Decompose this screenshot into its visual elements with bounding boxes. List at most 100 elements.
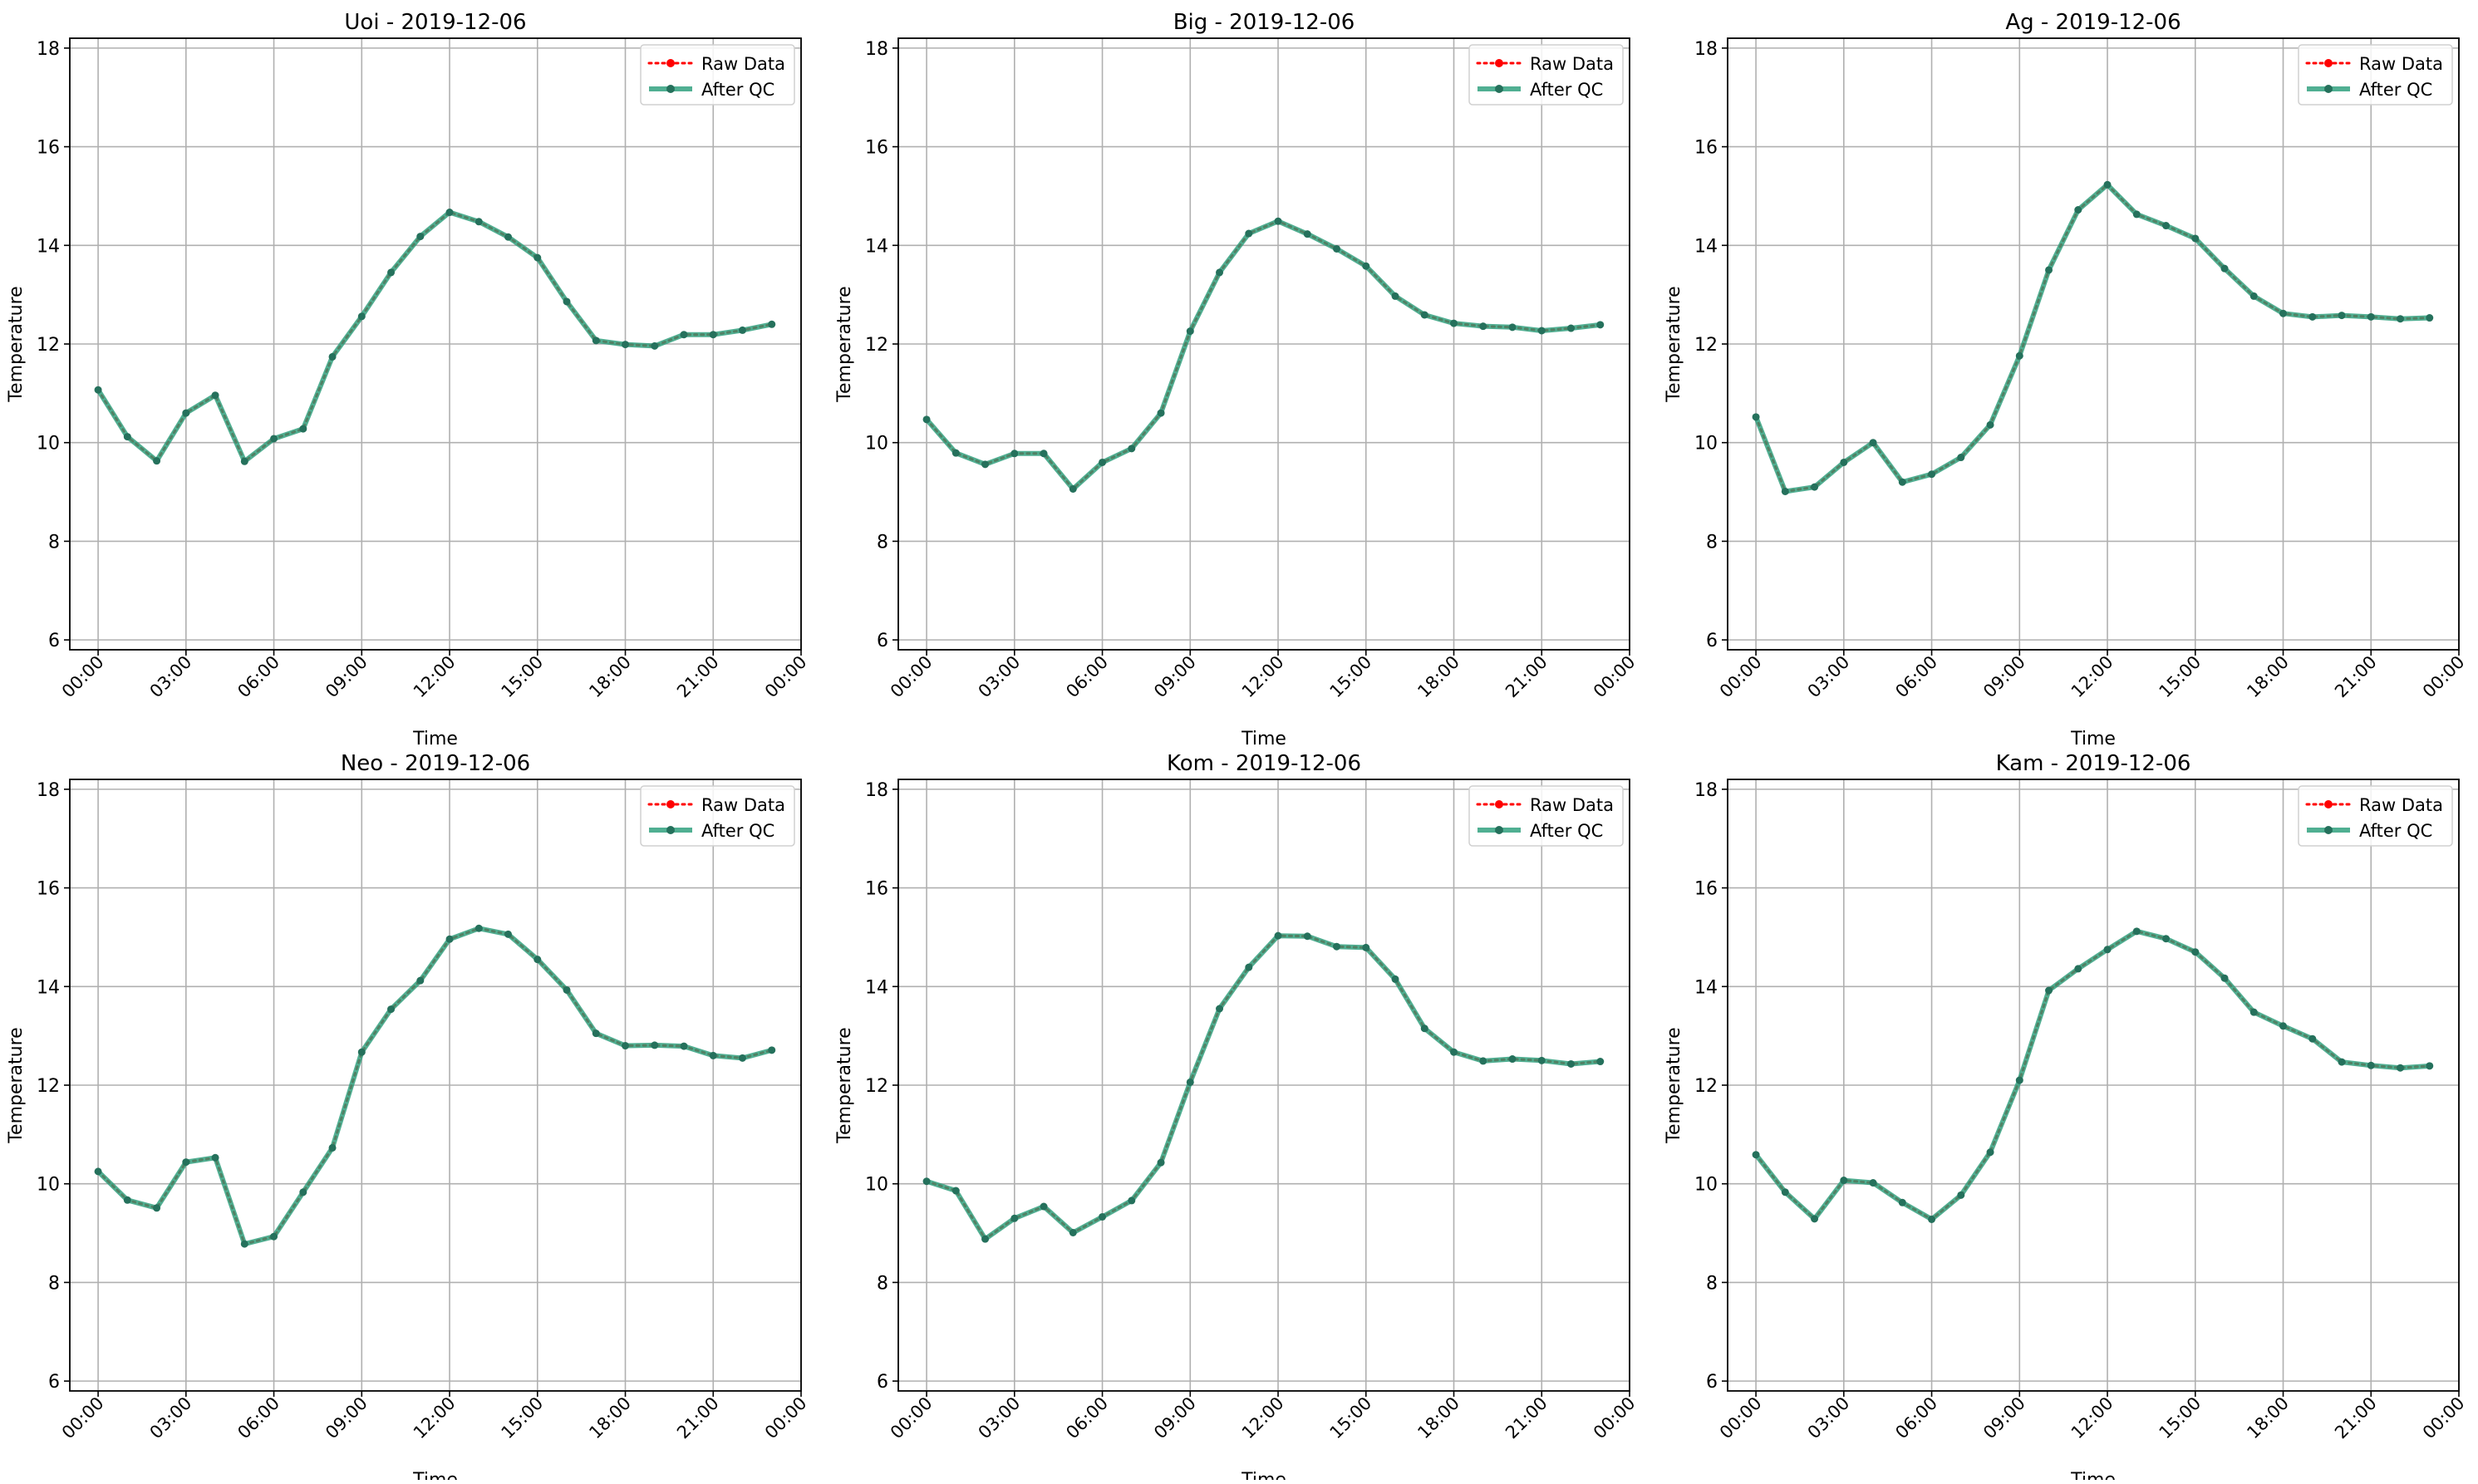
after-qc-point	[94, 1167, 102, 1176]
x-axis-label: Time	[1241, 1470, 1286, 1480]
after-qc-point	[1216, 268, 1224, 277]
after-qc-point	[1752, 413, 1760, 421]
legend-qc-label: After QC	[1530, 80, 1603, 100]
legend-qc-label: After QC	[2359, 821, 2432, 841]
chart-title: Ag - 2019-12-06	[2005, 10, 2181, 35]
after-qc-point	[240, 1240, 248, 1248]
after-qc-point	[1303, 230, 1311, 238]
after-qc-point	[1450, 319, 1458, 327]
x-tick-label: 21:00	[673, 1393, 723, 1443]
x-tick-label: 18:00	[2243, 652, 2293, 702]
after-qc-point	[1567, 324, 1576, 332]
after-qc-point	[2015, 1076, 2023, 1084]
after-qc-point	[2220, 264, 2229, 273]
chart-title: Neo - 2019-12-06	[341, 751, 530, 776]
after-qc-point	[739, 326, 747, 334]
y-tick-label: 10	[1694, 1175, 1718, 1196]
after-qc-point	[2162, 935, 2171, 943]
after-qc-point	[922, 415, 931, 424]
after-qc-point	[357, 1048, 366, 1056]
legend-raw-label: Raw Data	[1530, 54, 1614, 74]
y-axis-label: Temperature	[1664, 1027, 1684, 1143]
x-tick-label: 12:00	[2067, 652, 2117, 702]
x-tick-label: 09:00	[1979, 652, 2029, 702]
after-qc-point	[2074, 206, 2082, 214]
after-qc-point	[1781, 487, 1789, 495]
x-tick-label: 12:00	[1238, 1393, 1288, 1443]
y-tick-label: 10	[865, 1175, 888, 1196]
legend-qc-marker	[2324, 85, 2333, 93]
x-tick-label: 21:00	[1502, 652, 1551, 702]
x-tick-label: 00:00	[2419, 1393, 2469, 1443]
after-qc-point	[1128, 445, 1136, 453]
x-tick-label: 15:00	[498, 1393, 548, 1443]
y-tick-label: 14	[37, 236, 60, 257]
chart-title: Uoi - 2019-12-06	[344, 10, 526, 35]
after-qc-point	[387, 1005, 396, 1014]
after-qc-point	[1986, 1148, 1994, 1157]
y-tick-label: 14	[865, 977, 888, 998]
y-tick-label: 18	[37, 780, 60, 801]
y-axis-label: Temperature	[1664, 286, 1684, 402]
after-qc-point	[739, 1054, 747, 1062]
after-qc-point	[2308, 1034, 2317, 1043]
after-qc-point	[1811, 1215, 1819, 1223]
y-tick-label: 18	[37, 39, 60, 60]
x-tick-label: 09:00	[1979, 1393, 2029, 1443]
y-tick-label: 16	[1694, 138, 1718, 159]
after-qc-point	[2045, 266, 2053, 274]
after-qc-point	[1957, 1191, 1965, 1199]
after-qc-point	[328, 352, 337, 361]
y-tick-label: 8	[877, 1273, 888, 1294]
after-qc-point	[1157, 1158, 1165, 1167]
after-qc-point	[2015, 351, 2023, 360]
axes-frame	[1727, 779, 2460, 1392]
after-qc-point	[592, 1029, 600, 1038]
legend-qc-marker	[666, 85, 675, 93]
after-qc-point	[1537, 1056, 1546, 1064]
y-tick-label: 10	[1694, 434, 1718, 455]
x-tick-label: 21:00	[2331, 1393, 2381, 1443]
axes-frame	[1727, 37, 2460, 651]
after-qc-point	[1010, 450, 1019, 458]
legend-qc-label: After QC	[701, 80, 774, 100]
after-qc-point	[2220, 974, 2229, 982]
after-qc-point	[2338, 312, 2346, 320]
y-tick-label: 14	[865, 236, 888, 257]
after-qc-point	[1186, 1078, 1194, 1086]
after-qc-point	[563, 297, 571, 306]
after-qc-point	[2162, 222, 2171, 230]
y-tick-label: 8	[877, 532, 888, 553]
x-tick-label: 18:00	[2243, 1393, 2293, 1443]
after-qc-line	[96, 926, 773, 1247]
after-qc-point	[709, 1051, 717, 1059]
after-qc-point	[2103, 180, 2112, 189]
y-tick-label: 8	[48, 532, 60, 553]
after-qc-point	[622, 1042, 630, 1050]
legend-qc-label: After QC	[701, 821, 774, 841]
x-tick-label: 03:00	[975, 652, 1025, 702]
after-qc-point	[709, 331, 717, 339]
after-qc-point	[357, 312, 366, 321]
after-qc-point	[240, 457, 248, 465]
after-qc-point	[1840, 458, 1848, 466]
x-tick-label: 12:00	[1238, 652, 1288, 702]
y-tick-label: 12	[1694, 1076, 1718, 1097]
legend-raw-marker	[666, 59, 675, 67]
after-qc-point	[1898, 1198, 1906, 1206]
after-qc-point	[2397, 1064, 2405, 1072]
after-qc-point	[1508, 323, 1517, 332]
after-qc-point	[182, 409, 190, 417]
after-qc-point	[211, 1153, 219, 1162]
after-qc-point	[504, 233, 513, 241]
x-tick-label: 06:00	[1062, 652, 1112, 702]
after-qc-point	[1391, 975, 1399, 983]
raw-data-line	[96, 926, 774, 1246]
after-qc-point	[445, 209, 454, 217]
after-qc-point	[1362, 262, 1370, 270]
x-tick-label: 00:00	[1590, 1393, 1640, 1443]
y-tick-label: 16	[37, 879, 60, 900]
after-qc-point	[182, 1158, 190, 1167]
x-tick-label: 15:00	[1326, 652, 1376, 702]
after-qc-point	[2397, 315, 2405, 323]
